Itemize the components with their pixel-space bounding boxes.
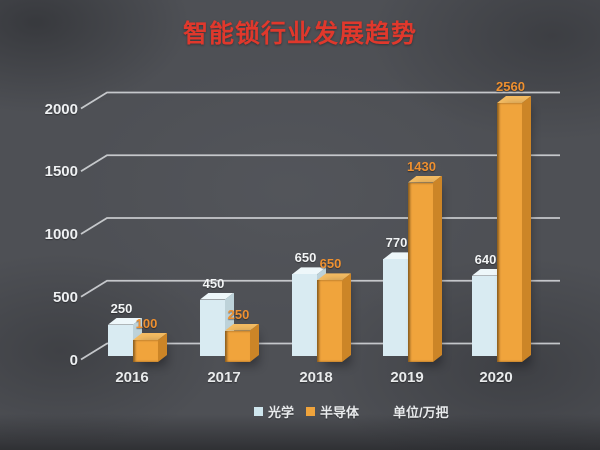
- legend-swatch-semiconductor: [306, 407, 316, 416]
- bar-face: [108, 324, 133, 356]
- bar-face: [408, 176, 442, 183]
- bar-face: [108, 318, 142, 325]
- bar-半导体-2016: [133, 333, 167, 362]
- bar-face: [522, 96, 531, 362]
- bar-半导体-2018: [317, 273, 351, 362]
- bar-face: [472, 275, 497, 356]
- value-label-半导体-2020: 2560: [496, 79, 525, 94]
- y-tick-2000: 2000: [44, 100, 78, 118]
- bar-face: [158, 333, 167, 362]
- x-tick-2017: 2017: [207, 369, 241, 386]
- bar-face: [225, 324, 259, 331]
- y-tick-0: 0: [69, 351, 78, 369]
- bar-face: [133, 333, 167, 340]
- bar-face: [408, 182, 433, 362]
- bar-半导体-2017: [225, 324, 259, 362]
- x-tick-2016: 2016: [115, 369, 149, 386]
- bar-face: [317, 273, 351, 280]
- x-tick-2018: 2018: [299, 369, 333, 386]
- legend-swatch-optical: [254, 407, 263, 416]
- legend: 光学 半导体 单位/万把: [254, 402, 449, 421]
- bar-face: [133, 340, 158, 362]
- value-label-光学-2020: 640: [474, 251, 497, 267]
- value-label-半导体-2016: 100: [135, 316, 158, 331]
- bar-face: [250, 324, 259, 362]
- bar-face: [225, 293, 234, 356]
- chart-title: 智能锁行业发展趋势: [182, 20, 417, 48]
- bar-半导体-2020: [497, 96, 531, 362]
- bar-光学-2017: [200, 293, 234, 356]
- bar-face: [342, 273, 351, 362]
- bar-face: [200, 293, 234, 300]
- value-label-光学-2017: 450: [202, 275, 225, 291]
- unit-label: 单位/万把: [393, 405, 449, 420]
- x-tick-2020: 2020: [479, 369, 513, 386]
- bar-face: [433, 176, 442, 362]
- legend-label-semiconductor: 半导体: [320, 405, 360, 420]
- bar-face: [292, 267, 326, 274]
- legend-label-optical: 光学: [268, 405, 295, 420]
- gridline-2000: [80, 91, 560, 110]
- bar-face: [225, 330, 250, 362]
- bar-face: [200, 299, 225, 356]
- value-label-半导体-2019: 1430: [407, 158, 436, 174]
- bar-face: [497, 96, 531, 103]
- y-tick-1000: 1000: [44, 226, 78, 243]
- bar-face: [292, 274, 317, 356]
- bar-face: [472, 269, 506, 276]
- value-label-光学-2019: 770: [385, 235, 408, 251]
- bar-face: [497, 103, 522, 362]
- y-tick-500: 500: [52, 288, 78, 306]
- gridline-1000: [80, 217, 560, 235]
- x-tick-2019: 2019: [390, 369, 424, 386]
- value-label-光学-2018: 650: [294, 250, 317, 266]
- gridline-1500: [80, 154, 560, 173]
- bar-face: [383, 252, 417, 259]
- value-label-光学-2016: 250: [110, 300, 133, 316]
- bar-半导体-2019: [408, 176, 442, 362]
- bar-face: [383, 259, 408, 356]
- value-label-半导体-2017: 250: [227, 306, 250, 322]
- value-label-半导体-2018: 650: [319, 256, 342, 272]
- bar-face: [317, 280, 342, 362]
- y-tick-1500: 1500: [44, 163, 78, 181]
